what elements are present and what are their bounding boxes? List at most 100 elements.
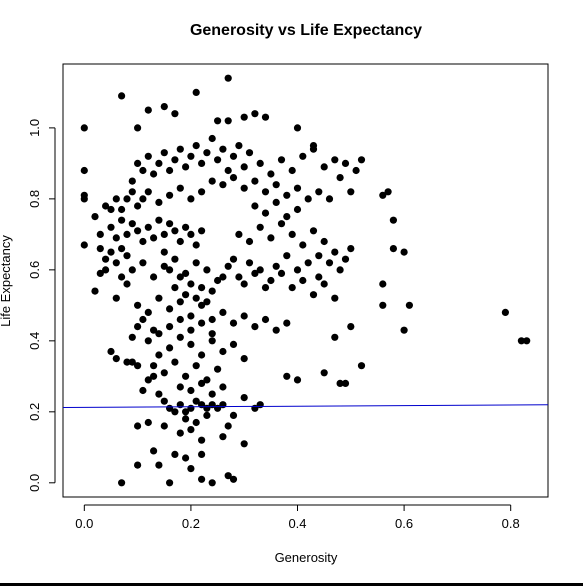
x-axis: 0.0 0.2 0.4 0.6 0.8 <box>75 504 520 531</box>
data-point <box>198 436 206 444</box>
x-tick-label: 0.4 <box>288 516 306 531</box>
data-point <box>187 404 195 412</box>
data-point <box>134 422 142 430</box>
data-point <box>235 142 243 150</box>
data-point <box>144 376 152 384</box>
x-tick-label: 0.8 <box>502 516 520 531</box>
data-point <box>309 291 318 299</box>
data-point <box>123 195 131 203</box>
data-point <box>229 152 238 160</box>
data-point <box>166 344 174 352</box>
data-point <box>112 355 120 363</box>
data-point <box>229 340 238 348</box>
data-point <box>261 315 270 324</box>
data-point <box>214 117 222 125</box>
data-point <box>203 411 211 419</box>
data-point <box>134 202 142 210</box>
data-point <box>80 124 88 132</box>
data-point <box>352 166 360 175</box>
data-point <box>267 234 275 242</box>
data-point <box>245 259 254 267</box>
data-point <box>80 241 88 249</box>
data-point <box>261 209 270 217</box>
data-point <box>240 163 248 171</box>
data-point <box>112 234 120 242</box>
fit-line <box>62 404 549 409</box>
data-point <box>128 188 136 196</box>
y-tick-label: 0.2 <box>27 403 42 421</box>
data-point <box>160 103 168 111</box>
data-point <box>219 383 227 391</box>
data-point <box>224 117 232 125</box>
data-point <box>198 227 206 235</box>
data-point <box>240 184 248 192</box>
data-point <box>166 220 174 228</box>
data-point <box>123 280 131 288</box>
data-point <box>315 188 323 196</box>
data-point <box>389 216 397 224</box>
data-point <box>118 273 126 281</box>
data-point <box>134 323 142 331</box>
data-point <box>283 252 291 260</box>
data-point <box>128 266 136 274</box>
data-point <box>187 426 195 434</box>
data-point <box>299 241 307 249</box>
data-point <box>187 195 195 203</box>
data-point <box>176 298 184 306</box>
data-point <box>261 113 270 121</box>
data-point <box>272 198 280 206</box>
data-point <box>208 315 216 324</box>
data-point <box>187 386 195 395</box>
data-point <box>166 479 174 487</box>
data-point <box>379 191 387 199</box>
data-point <box>118 216 126 224</box>
data-point <box>96 269 104 277</box>
data-point <box>192 241 200 249</box>
data-point <box>166 191 174 199</box>
data-point <box>123 252 131 260</box>
scatter-points <box>80 74 531 487</box>
data-point <box>150 170 158 178</box>
data-point <box>336 174 344 182</box>
data-point <box>192 397 200 405</box>
data-point <box>150 372 158 380</box>
data-point <box>160 248 168 256</box>
data-point <box>523 337 531 345</box>
data-point <box>192 259 200 267</box>
data-point <box>198 319 206 327</box>
data-point <box>501 308 509 316</box>
data-point <box>112 259 120 267</box>
data-point <box>240 355 248 363</box>
data-point <box>139 237 147 246</box>
data-point <box>293 124 302 132</box>
data-point <box>224 422 232 430</box>
data-point <box>144 152 152 160</box>
data-point <box>176 145 184 153</box>
data-point <box>288 230 296 238</box>
data-point <box>160 369 168 377</box>
data-point <box>139 386 147 395</box>
data-point <box>315 273 323 281</box>
data-point <box>134 362 142 370</box>
data-point <box>171 156 179 164</box>
data-point <box>320 369 328 377</box>
data-point <box>379 301 387 309</box>
data-point <box>134 227 142 235</box>
data-point <box>245 149 254 157</box>
plot-frame <box>62 63 549 498</box>
data-point <box>331 156 339 164</box>
data-point <box>277 220 286 228</box>
data-point <box>283 372 291 380</box>
data-point <box>240 440 248 448</box>
data-point <box>304 195 312 203</box>
data-point <box>192 418 200 427</box>
y-tick-label: 1.0 <box>27 119 42 137</box>
data-point <box>277 269 286 277</box>
data-point <box>214 365 222 373</box>
data-point <box>203 298 211 306</box>
y-axis-label: Life Expectancy <box>0 235 13 327</box>
data-point <box>187 280 195 288</box>
data-point <box>107 205 115 214</box>
data-point <box>283 213 291 221</box>
data-point <box>192 362 200 370</box>
